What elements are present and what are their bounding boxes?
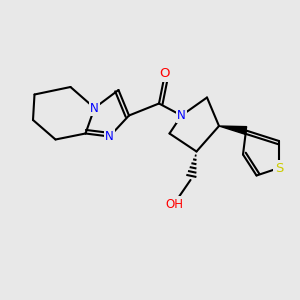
Text: N: N — [177, 109, 186, 122]
Text: N: N — [90, 101, 99, 115]
Text: OH: OH — [165, 197, 183, 211]
Text: N: N — [105, 130, 114, 143]
Text: O: O — [160, 67, 170, 80]
Text: S: S — [275, 161, 283, 175]
Polygon shape — [219, 126, 247, 134]
